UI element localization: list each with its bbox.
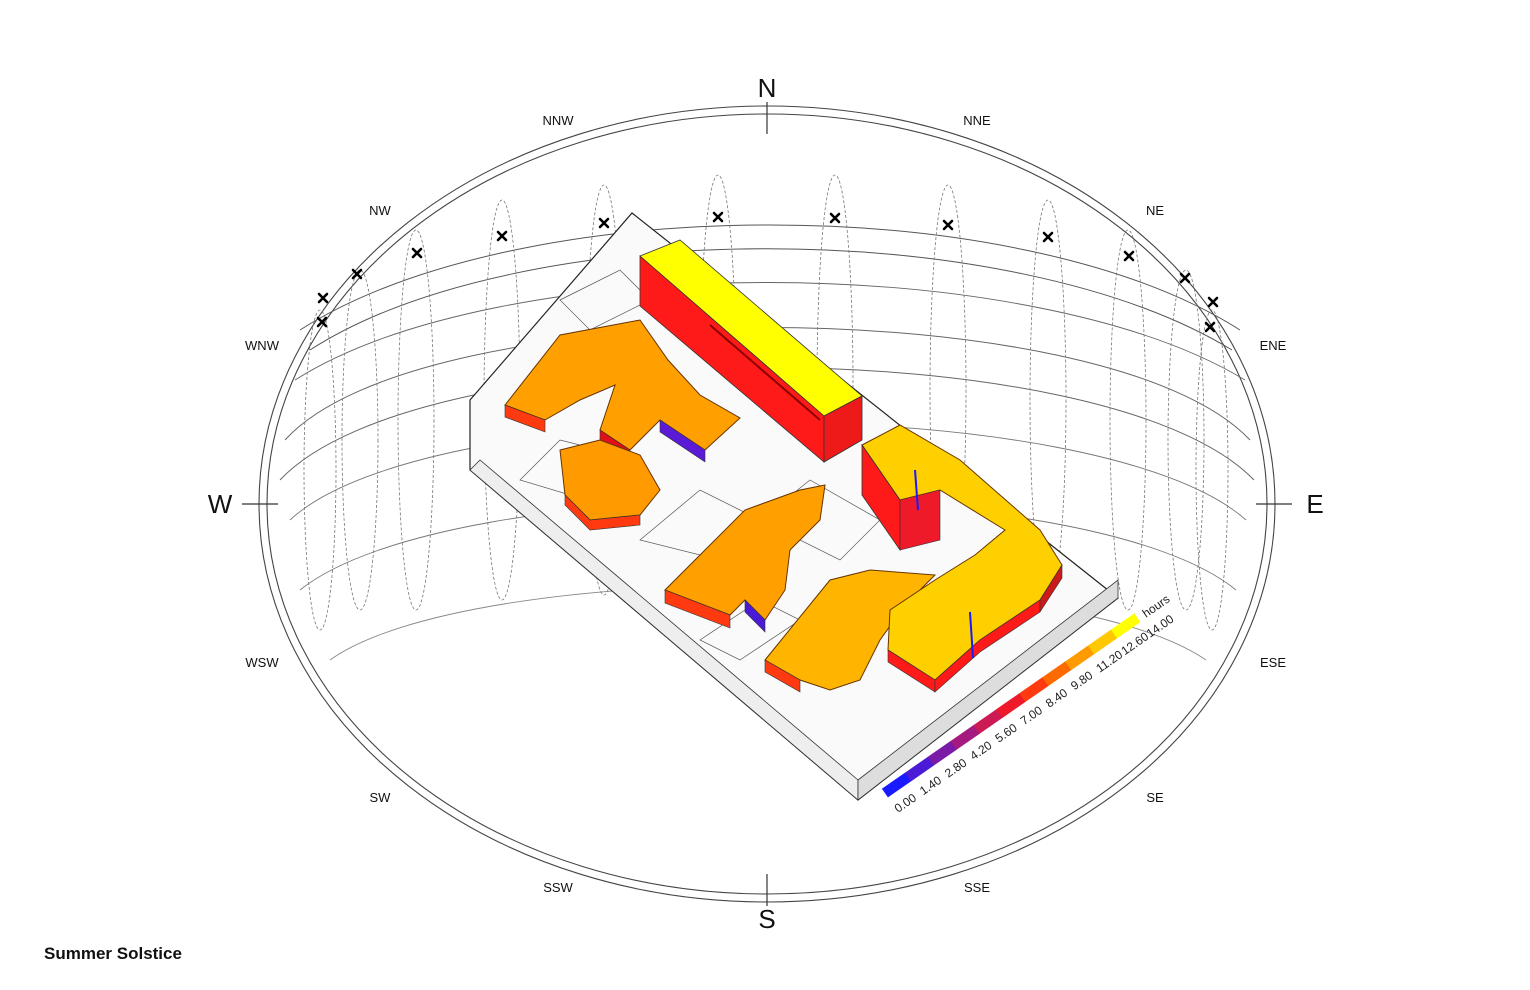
sun-marker: [1042, 231, 1054, 243]
dir-w-label: W: [208, 489, 233, 519]
legend-tick-label: 4.20: [967, 738, 994, 763]
dir-n-label: N: [758, 73, 777, 103]
dir-e-label: E: [1306, 489, 1323, 519]
dir-s-label: S: [758, 904, 775, 934]
building-c: [664, 484, 937, 693]
dir-nnw-label: NNW: [542, 113, 574, 128]
diagram-caption: Summer Solstice: [44, 944, 182, 963]
sun-marker: [316, 316, 328, 328]
legend-color-step: [1110, 613, 1141, 639]
compass-ticks: [242, 102, 1292, 906]
legend-color-step: [1065, 645, 1095, 671]
compass-labels: N S W E NNW NNE NW NE WNW ENE WSW ESE SW…: [208, 73, 1324, 934]
sun-position-markers: [316, 211, 1219, 333]
legend-tick-label: 2.80: [942, 755, 969, 780]
sun-marker: [712, 211, 724, 223]
dir-se-label: SE: [1146, 790, 1164, 805]
legend-tick-label: 9.80: [1068, 668, 1095, 693]
sun-marker: [1179, 272, 1191, 284]
dir-ese-label: ESE: [1260, 655, 1286, 670]
sun-marker: [317, 292, 329, 304]
building-d: [861, 424, 1063, 693]
dir-nne-label: NNE: [963, 113, 991, 128]
dir-sse-label: SSE: [964, 880, 990, 895]
dir-wsw-label: WSW: [245, 655, 279, 670]
sun-marker: [351, 268, 363, 280]
legend-tick-label: 5.60: [993, 720, 1020, 745]
sun-marker: [1204, 321, 1216, 333]
legend-color-step: [1042, 661, 1072, 687]
sun-marker: [829, 212, 841, 224]
sun-marker: [1207, 296, 1219, 308]
sun-marker: [942, 219, 954, 231]
legend-tick-label: 7.00: [1018, 703, 1045, 728]
building-b: [504, 319, 741, 531]
sun-marker: [598, 217, 610, 229]
legend-tick-label: 0.00: [892, 790, 919, 815]
legend-tick-label: 8.40: [1043, 685, 1070, 710]
sun-marker: [411, 247, 423, 259]
sun-marker: [496, 230, 508, 242]
dir-ne-label: NE: [1146, 203, 1164, 218]
building-a: [639, 239, 863, 463]
dir-wnw-label: WNW: [245, 338, 280, 353]
dir-sw-label: SW: [370, 790, 392, 805]
sun-marker: [1123, 250, 1135, 262]
dir-ene-label: ENE: [1260, 338, 1287, 353]
dir-ssw-label: SSW: [543, 880, 573, 895]
legend-tick-label: 1.40: [917, 773, 944, 798]
dir-nw-label: NW: [369, 203, 391, 218]
